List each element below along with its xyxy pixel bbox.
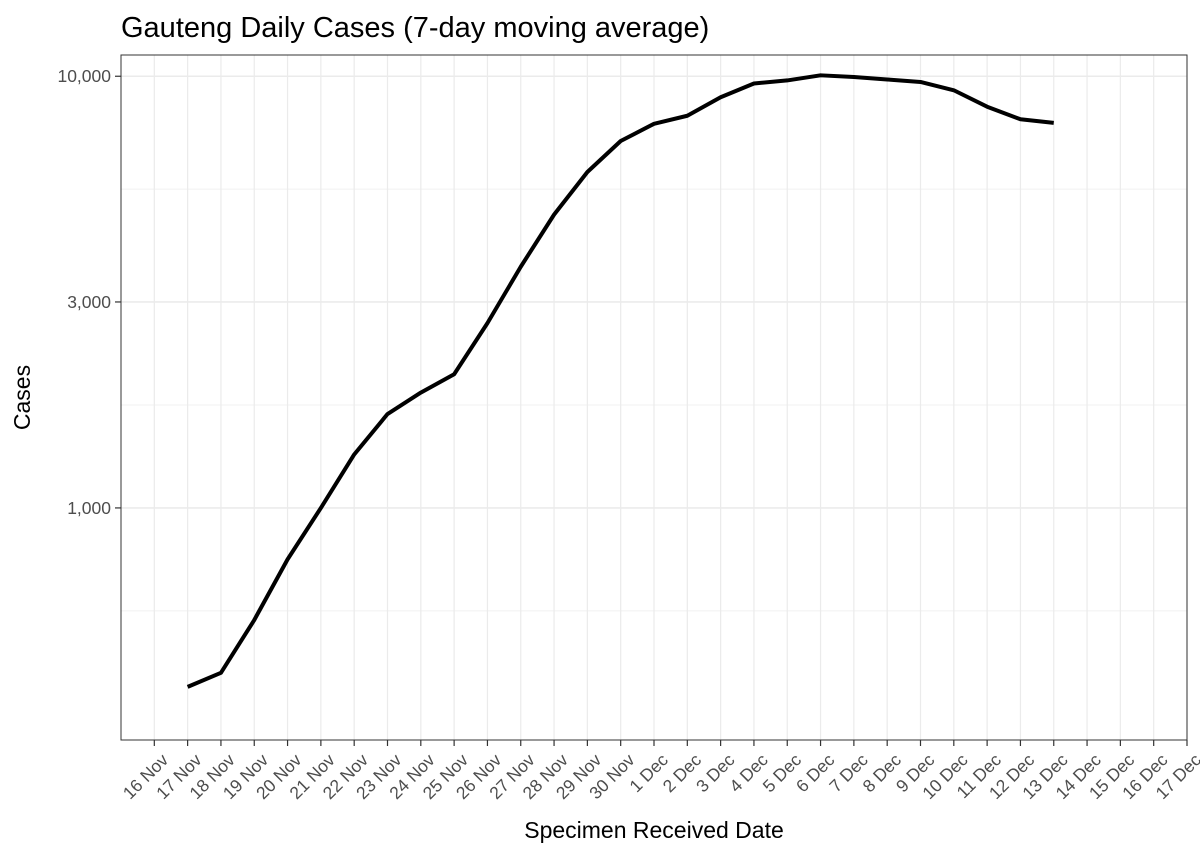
y-tick-label: 3,000 (67, 292, 111, 312)
y-axis: 1,000 3,000 10,000 (57, 66, 121, 518)
series-line-layer (186, 73, 1054, 689)
x-axis-title: Specimen Received Date (524, 817, 784, 843)
chart-title: Gauteng Daily Cases (7-day moving averag… (121, 12, 709, 44)
gridlines (121, 55, 1188, 740)
y-tick-label: 10,000 (57, 66, 111, 86)
y-axis-title: Cases (9, 365, 35, 430)
series-line (186, 73, 1054, 689)
y-tick-label: 1,000 (67, 498, 111, 518)
